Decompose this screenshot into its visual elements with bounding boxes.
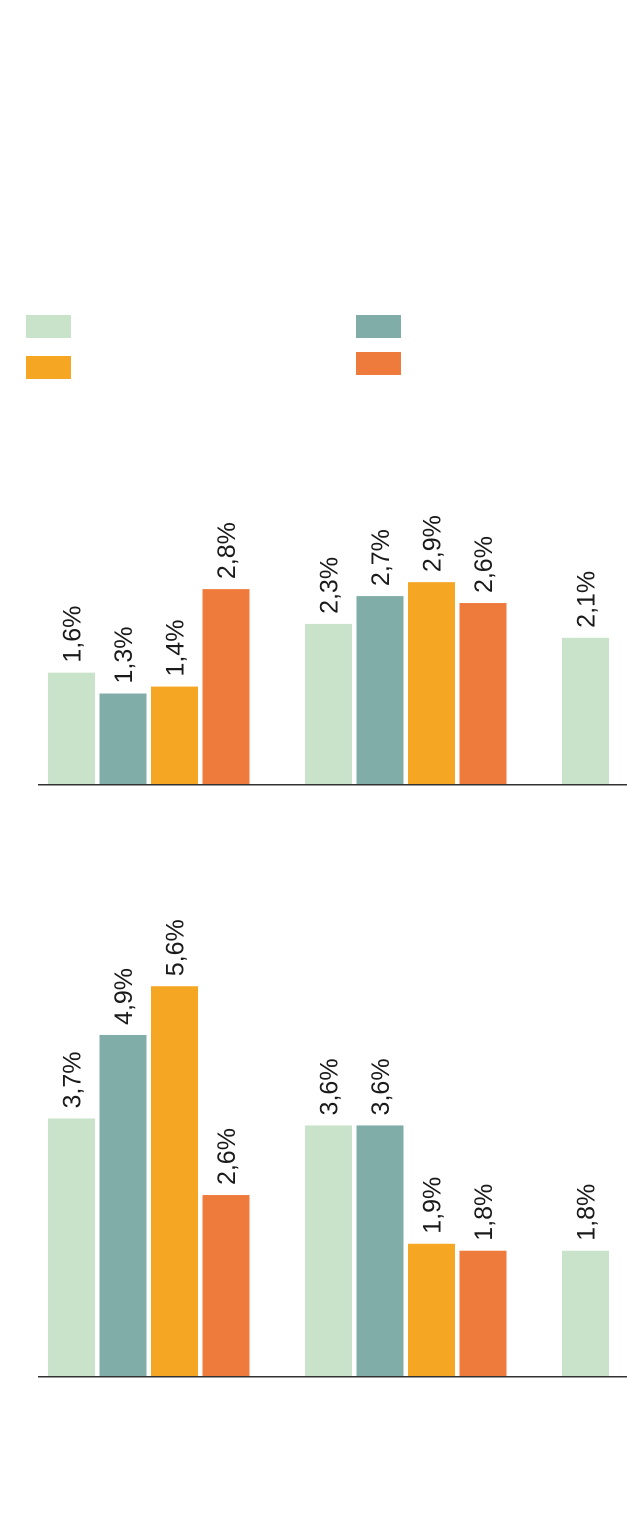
data-label-c0-g0-s3: 2,8%: [213, 522, 241, 579]
data-label-c1-g1-s0: 3,6%: [316, 1058, 344, 1115]
bar-c0-g0-s1: [99, 693, 147, 784]
legend-swatch-2: [26, 356, 71, 379]
data-label-c1-g0-s2: 5,6%: [162, 919, 190, 976]
data-label-c0-g2-s0: 2,1%: [573, 571, 601, 628]
bar-c1-g2-s0: [562, 1250, 609, 1376]
bar-c0-g0-s0: [48, 672, 95, 784]
data-label-c1-g0-s1: 4,9%: [110, 968, 138, 1025]
bar-c1-g0-s1: [99, 1034, 147, 1376]
chart-panel-bottom: 3,7% 4,9% 5,6% 2,6% 3,6% 3,6% 1,9% 1,8% 1,8%: [38, 919, 627, 1378]
legend-swatch-1: [356, 315, 401, 338]
bar-c1-g0-s2: [151, 986, 198, 1376]
bar-c0-g1-s2: [408, 582, 455, 784]
data-label-c1-g0-s0: 3,7%: [59, 1051, 87, 1108]
data-label-c0-g1-s0: 2,3%: [316, 557, 344, 614]
data-label-c1-g1-s2: 1,9%: [419, 1177, 447, 1234]
data-label-c1-g2-s0: 1,8%: [573, 1184, 601, 1241]
bar-c1-g1-s3: [459, 1250, 507, 1376]
legend: [26, 315, 401, 379]
data-label-c0-g1-s2: 2,9%: [419, 515, 447, 572]
data-label-c0-g0-s0: 1,6%: [59, 606, 87, 663]
bar-c1-g0-s0: [48, 1118, 95, 1376]
bar-c0-g2-s0: [562, 637, 609, 784]
data-label-c0-g0-s1: 1,3%: [110, 627, 138, 684]
legend-swatch-0: [26, 315, 71, 338]
chart-panel-top: 1,6% 1,3% 1,4% 2,8% 2,3% 2,7% 2,9% 2,6% 2,1%: [38, 515, 627, 786]
data-label-c0-g1-s3: 2,6%: [470, 536, 498, 593]
bar-c0-g1-s0: [305, 623, 352, 784]
data-label-c1-g1-s3: 1,8%: [470, 1184, 498, 1241]
bar-c1-g1-s2: [408, 1243, 455, 1376]
bar-c1-g0-s3: [202, 1195, 250, 1376]
bar-c0-g0-s3: [202, 589, 250, 784]
bar-c0-g1-s3: [459, 603, 507, 784]
data-label-c1-g0-s3: 2,6%: [213, 1128, 241, 1185]
bar-c0-g1-s1: [356, 596, 404, 784]
bar-c0-g0-s2: [151, 686, 198, 784]
data-label-c0-g0-s2: 1,4%: [162, 620, 190, 677]
bar-c1-g1-s1: [356, 1125, 404, 1376]
data-label-c1-g1-s1: 3,6%: [367, 1058, 395, 1115]
legend-swatch-3: [356, 352, 401, 375]
data-label-c0-g1-s1: 2,7%: [367, 529, 395, 586]
bar-c1-g1-s0: [305, 1125, 352, 1376]
